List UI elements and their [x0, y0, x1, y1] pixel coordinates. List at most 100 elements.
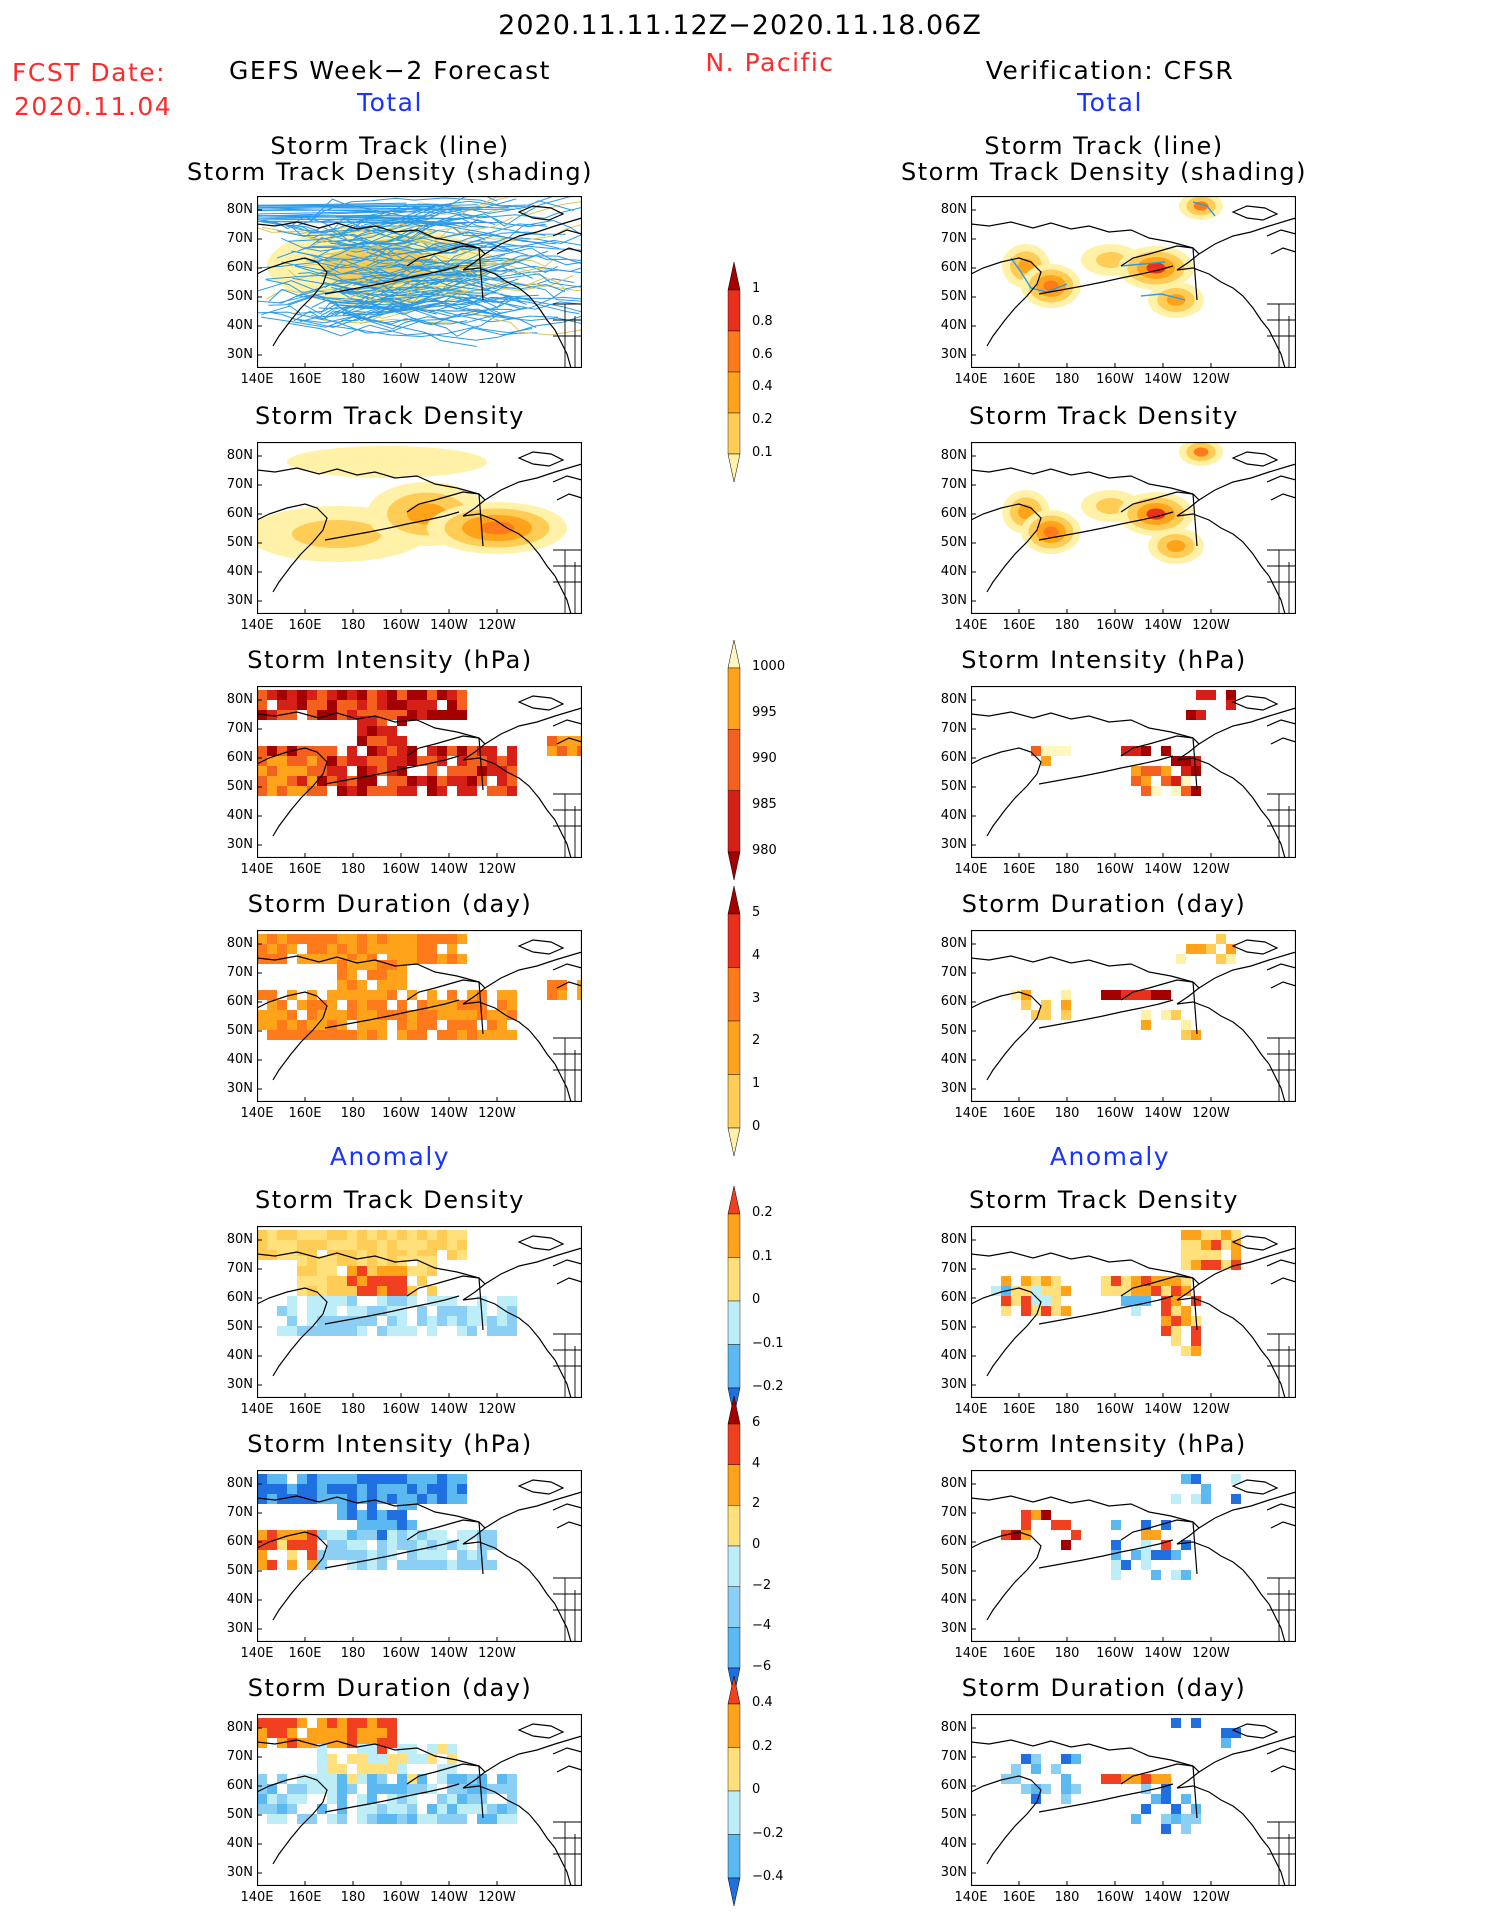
lon-tick-label: 160E	[288, 1106, 322, 1121]
lon-tick-label: 180	[340, 1646, 366, 1661]
lon-tick-label: 140E	[240, 1402, 274, 1417]
lat-tick-label: 30N	[226, 837, 253, 852]
forecast-density-map: 80N 70N 60N 50N 40N 30N 140E 160E 180 160W 140W 120…	[227, 442, 582, 633]
lon-tick-label: 140W	[1144, 1890, 1182, 1905]
lon-tick-label: 120W	[1192, 1890, 1230, 1905]
lon-tick-label: 160E	[1002, 1106, 1036, 1121]
lon-tick-label: 180	[340, 1106, 366, 1121]
colorbar-level-label: 0.1	[752, 1248, 773, 1264]
colorbar-level-label: 0.4	[752, 1695, 773, 1710]
lon-tick-label: 160W	[382, 1890, 420, 1905]
map-plot	[257, 1470, 582, 1642]
lon-tick-label: 160W	[1096, 862, 1134, 877]
lon-tick-label: 140W	[430, 1646, 468, 1661]
colorbar-level-label: 6	[752, 1415, 761, 1430]
title-r1b: Storm Track Density (shading)	[900, 158, 1308, 186]
lat-tick-label: 30N	[226, 593, 253, 608]
lat-tick-label: 60N	[940, 1290, 967, 1305]
lon-tick-label: 120W	[1192, 1402, 1230, 1417]
lat-tick-label: 50N	[226, 1807, 253, 1822]
lon-tick-label: 140E	[240, 618, 274, 633]
lat-tick-label: 40N	[940, 318, 967, 333]
lon-tick-label: 140W	[1144, 372, 1182, 387]
lat-tick-label: 30N	[226, 1377, 253, 1392]
title-l2: Storm Track Density	[255, 402, 525, 430]
lat-tick-label: 30N	[940, 1377, 967, 1392]
lat-tick-label: 60N	[226, 1778, 253, 1793]
colorbar-level-label: 980	[752, 843, 777, 858]
lon-tick-label: 140E	[954, 1646, 988, 1661]
right-column-title: Verification: CFSR	[985, 56, 1235, 85]
duration-anomaly-colorbar: 0.4 0.2 0 −0.2 −0.4	[724, 1675, 814, 1907]
lon-tick-label: 160W	[382, 862, 420, 877]
lat-tick-label: 40N	[226, 808, 253, 823]
lat-tick-label: 70N	[226, 1261, 253, 1276]
lat-tick-label: 50N	[940, 1023, 967, 1038]
lon-tick-label: 140W	[430, 862, 468, 877]
lon-tick-label: 180	[1054, 1106, 1080, 1121]
verification-density-anomaly-map: 80N 70N 60N 50N 40N 30N 140E 160E 180 160W 140W 120…	[941, 1226, 1296, 1417]
lat-tick-label: 50N	[940, 1563, 967, 1578]
lon-tick-label: 180	[1054, 1646, 1080, 1661]
lon-tick-label: 160E	[1002, 1402, 1036, 1417]
lat-tick-label: 60N	[940, 994, 967, 1009]
lat-tick-label: 70N	[940, 477, 967, 492]
lon-tick-label: 160W	[382, 1646, 420, 1661]
map-plot	[971, 1470, 1296, 1642]
colorbar-level-label: 0	[752, 1537, 761, 1552]
colorbar-level-label: −0.2	[752, 1825, 784, 1841]
lat-tick-label: 70N	[226, 721, 253, 736]
lon-tick-label: 160E	[1002, 372, 1036, 387]
lon-tick-label: 160E	[288, 1646, 322, 1661]
lat-tick-label: 50N	[940, 535, 967, 550]
colorbar-level-label: 4	[752, 947, 761, 963]
colorbar-swatches	[727, 261, 741, 483]
lon-tick-label: 180	[1054, 1402, 1080, 1417]
colorbar-level-label: −6	[752, 1659, 772, 1674]
duration-total-colorbar: 5 4 3 2 1 0	[724, 885, 814, 1157]
lon-tick-label: 120W	[478, 1106, 516, 1121]
forecast-track-map: 80N 70N 60N 50N 40N 30N 140E 160E 180 160W 140W 120…	[227, 196, 582, 387]
title-r1a: Storm Track (line)	[984, 132, 1224, 160]
lon-tick-label: 160W	[382, 618, 420, 633]
left-total-label: Total	[357, 88, 423, 117]
lat-tick-label: 30N	[940, 837, 967, 852]
lon-tick-label: 160E	[288, 1890, 322, 1905]
colorbar-level-label: 1000	[752, 659, 786, 674]
lat-tick-label: 80N	[226, 448, 253, 463]
lon-tick-label: 120W	[478, 1890, 516, 1905]
lon-tick-label: 180	[340, 862, 366, 877]
fcst-date-label: FCST Date:	[12, 58, 167, 87]
intensity-total-colorbar: 1000 995 990 985 980	[724, 639, 814, 881]
colorbar-level-label: 2	[752, 1033, 761, 1049]
lat-tick-label: 80N	[940, 1720, 967, 1735]
left-column-title: GEFS Week−2 Forecast	[228, 56, 551, 85]
title-r6: Storm Intensity (hPa)	[961, 1430, 1247, 1458]
lat-tick-label: 80N	[226, 1232, 253, 1247]
lon-tick-label: 160W	[1096, 618, 1134, 633]
lat-tick-label: 70N	[226, 1505, 253, 1520]
lon-tick-label: 120W	[478, 1402, 516, 1417]
lon-tick-label: 140E	[954, 1890, 988, 1905]
lat-tick-label: 30N	[940, 1865, 967, 1880]
colorbar-level-label: 0	[752, 1292, 761, 1307]
forecast-duration-anomaly-map: 80N 70N 60N 50N 40N 30N 140E 160E 180 160W 140W 120…	[227, 1714, 582, 1905]
lat-tick-label: 60N	[226, 750, 253, 765]
lon-tick-label: 160E	[288, 1402, 322, 1417]
lat-tick-label: 80N	[226, 1476, 253, 1491]
lat-tick-label: 70N	[940, 721, 967, 736]
density-total-colorbar: 1 0.8 0.6 0.4 0.2 0.1	[724, 261, 814, 483]
lon-tick-label: 140E	[240, 1646, 274, 1661]
lon-tick-label: 160W	[382, 1402, 420, 1417]
lat-tick-label: 80N	[226, 692, 253, 707]
lat-tick-label: 30N	[226, 1081, 253, 1096]
colorbar-level-label: 0.2	[752, 412, 773, 428]
lon-tick-label: 160W	[1096, 372, 1134, 387]
lon-tick-label: 120W	[1192, 618, 1230, 633]
lat-tick-label: 70N	[226, 965, 253, 980]
colorbar-level-label: 0.2	[752, 1205, 773, 1220]
lat-tick-label: 50N	[226, 1023, 253, 1038]
colorbar-level-label: 0	[752, 1782, 761, 1797]
lat-tick-label: 30N	[940, 1081, 967, 1096]
date-range-title: 2020.11.11.12Z−2020.11.18.06Z	[498, 10, 982, 41]
